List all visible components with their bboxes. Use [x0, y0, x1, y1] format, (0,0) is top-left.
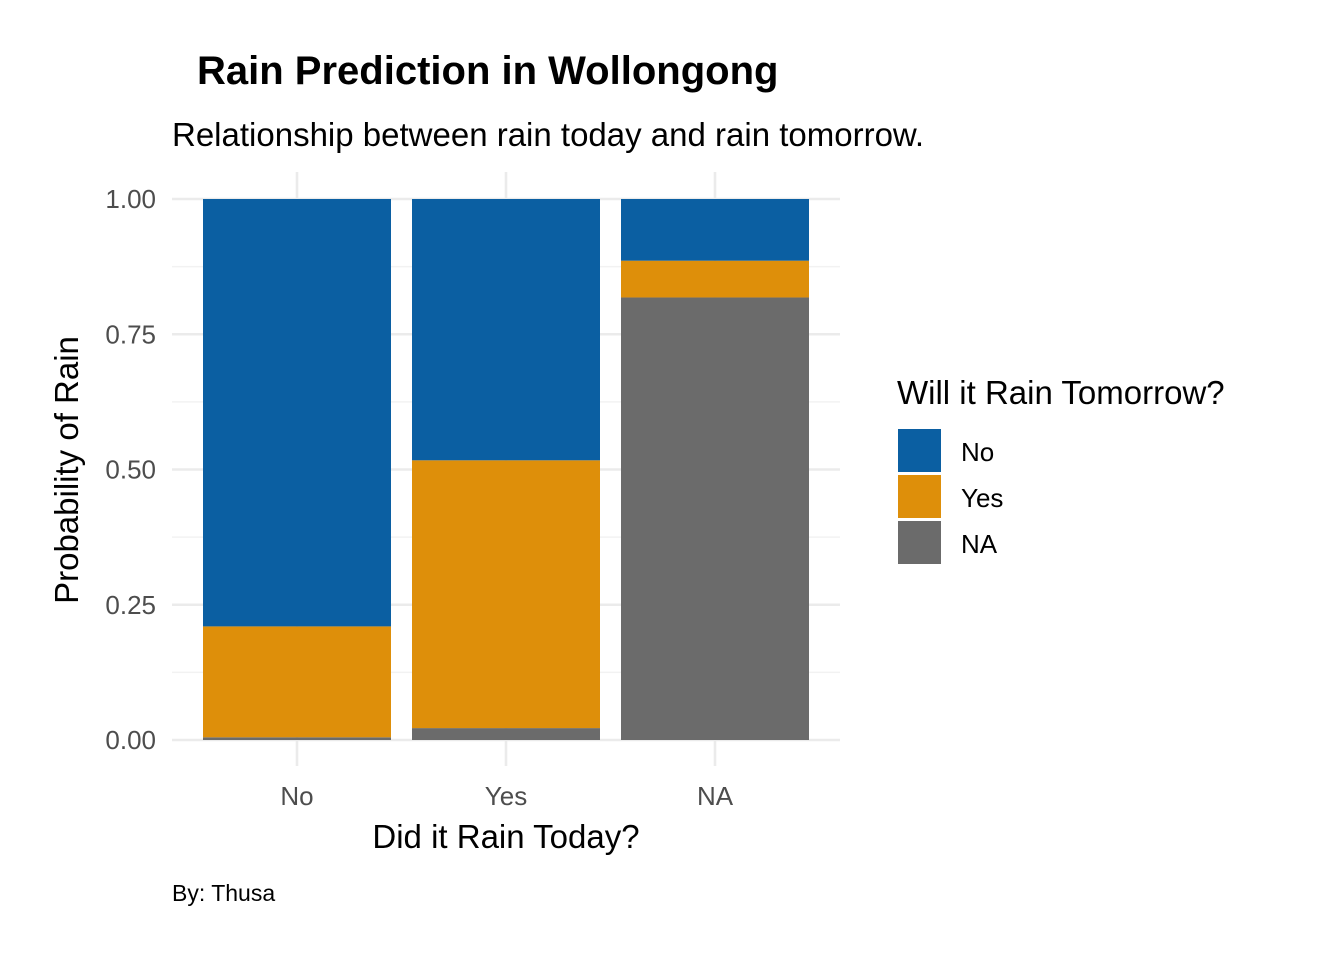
bar-segment — [412, 199, 600, 461]
legend-label: No — [961, 437, 994, 467]
chart-caption: By: Thusa — [172, 880, 275, 906]
bars — [203, 199, 809, 740]
legend-title: Will it Rain Tomorrow? — [897, 374, 1225, 411]
bar-segment — [412, 460, 600, 729]
bar-segment — [621, 297, 809, 740]
x-tick-label: NA — [697, 781, 734, 811]
y-tick-label: 0.00 — [105, 725, 156, 755]
legend-swatch — [898, 521, 941, 564]
y-axis-title: Probability of Rain — [48, 336, 85, 604]
bar-segment — [203, 626, 391, 738]
y-tick-label: 0.25 — [105, 590, 156, 620]
legend-swatch — [898, 429, 941, 472]
x-axis-ticks: No Yes NA — [280, 781, 733, 811]
legend-label: NA — [961, 529, 998, 559]
chart-title: Rain Prediction in Wollongong — [197, 49, 778, 93]
y-tick-label: 1.00 — [105, 184, 156, 214]
y-tick-label: 0.75 — [105, 319, 156, 349]
bar-segment — [621, 199, 809, 261]
x-tick-label: Yes — [485, 781, 527, 811]
legend: No Yes NA — [898, 429, 1003, 564]
bar-segment — [621, 260, 809, 298]
bar-segment — [203, 199, 391, 627]
chart-subtitle: Relationship between rain today and rain… — [172, 116, 924, 153]
x-axis-title: Did it Rain Today? — [372, 818, 639, 855]
bar-segment — [412, 728, 600, 740]
bar-segment — [203, 737, 391, 740]
legend-swatch — [898, 475, 941, 518]
y-axis-ticks: 0.00 0.25 0.50 0.75 1.00 — [105, 184, 156, 755]
y-tick-label: 0.50 — [105, 455, 156, 485]
x-tick-label: No — [280, 781, 313, 811]
legend-label: Yes — [961, 483, 1003, 513]
